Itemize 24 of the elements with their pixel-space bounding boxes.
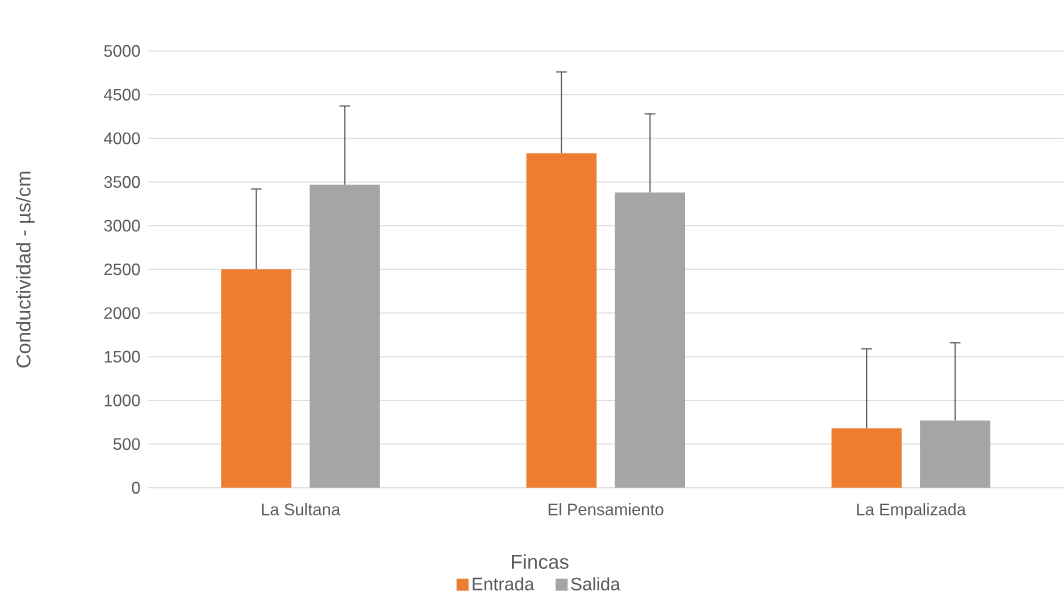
y-tick-label: 2500 bbox=[104, 263, 140, 276]
y-tick-label: 3000 bbox=[104, 219, 140, 232]
x-tick-label: La Empalizada bbox=[857, 503, 966, 519]
bar bbox=[831, 428, 902, 488]
x-tick-label: El Pensamiento bbox=[548, 503, 664, 516]
y-tick-label: 5000 bbox=[104, 45, 140, 58]
y-tick-label: 3500 bbox=[104, 176, 140, 189]
y-axis-title: Conductividad - µs/cm bbox=[15, 171, 35, 368]
y-tick-label: 4500 bbox=[103, 88, 140, 101]
y-tick-label: 1000 bbox=[104, 394, 140, 407]
bar bbox=[614, 192, 686, 488]
x-axis-title: Fincas bbox=[511, 554, 569, 570]
bar bbox=[920, 420, 991, 488]
legend-label: Salida bbox=[571, 577, 621, 591]
y-tick-label: 2000 bbox=[104, 307, 140, 320]
bar bbox=[309, 184, 380, 488]
bar bbox=[221, 269, 292, 488]
y-tick-label: 500 bbox=[113, 438, 140, 451]
x-tick-label: La Sultana bbox=[262, 503, 341, 516]
y-tick-label: 4000 bbox=[103, 132, 140, 145]
legend-label: Entrada bbox=[472, 577, 535, 591]
bar bbox=[526, 153, 597, 488]
y-tick-label: 0 bbox=[131, 482, 140, 494]
y-tick-label: 1500 bbox=[104, 350, 140, 363]
